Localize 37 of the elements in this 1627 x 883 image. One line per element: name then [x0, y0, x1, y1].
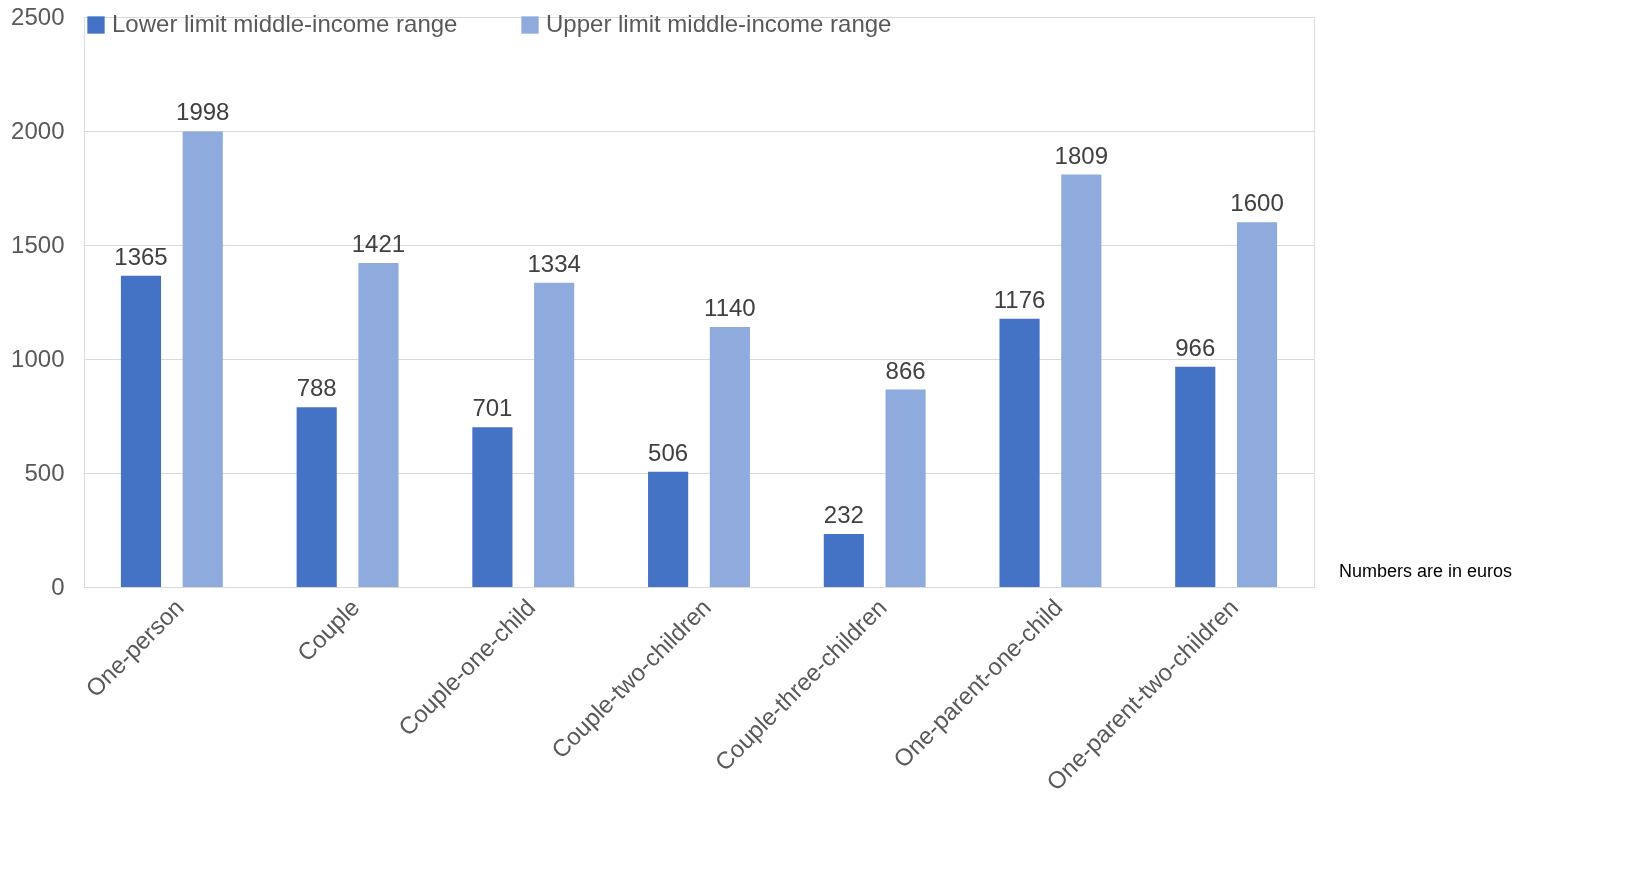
- data-label: 1998: [176, 98, 230, 126]
- data-label: 1809: [1054, 141, 1109, 169]
- bar: [358, 263, 399, 587]
- data-label: 701: [472, 394, 513, 422]
- bar: [472, 427, 513, 587]
- data-label: 232: [823, 501, 864, 529]
- data-label: 1176: [993, 285, 1046, 313]
- data-label: 1334: [527, 249, 581, 277]
- y-tick-label: 0: [51, 572, 65, 600]
- data-label: 1421: [351, 230, 406, 258]
- y-tick-label: 500: [24, 458, 65, 486]
- data-label: 1365: [114, 242, 168, 270]
- y-tick-label: 2000: [11, 116, 65, 144]
- legend-label: Upper limit middle-income range: [546, 10, 892, 37]
- bar: [534, 282, 575, 587]
- bar: [296, 407, 337, 587]
- bar: [120, 275, 162, 587]
- bar: [1175, 366, 1216, 587]
- data-label: 966: [1175, 333, 1216, 361]
- data-label: 1600: [1230, 189, 1284, 217]
- y-tick-label: 1000: [11, 344, 65, 372]
- bar: [648, 471, 689, 587]
- data-label: 866: [885, 356, 926, 384]
- bar: [1236, 222, 1278, 587]
- bar: [182, 131, 223, 587]
- bar: [709, 327, 750, 587]
- data-label: 506: [648, 438, 689, 466]
- y-tick-label: 2500: [11, 2, 65, 30]
- bar: [999, 318, 1040, 587]
- bar: [885, 389, 926, 587]
- legend-label: Lower limit middle-income range: [112, 10, 458, 37]
- bar: [1061, 174, 1102, 587]
- text: Numbers are in euros: [1339, 561, 1513, 581]
- bar: [823, 534, 864, 587]
- y-tick-label: 1500: [11, 230, 65, 258]
- data-label: 1140: [704, 294, 756, 322]
- data-label: 788: [296, 374, 337, 402]
